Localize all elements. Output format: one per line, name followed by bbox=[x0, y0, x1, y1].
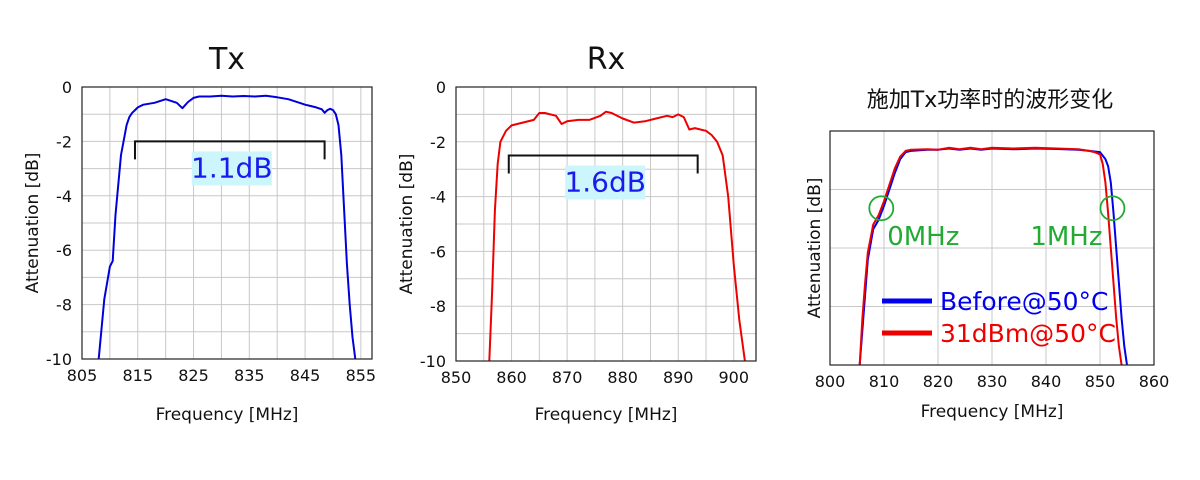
chart-tx-power: 施加Tx功率时的波形变化 0MHz 1MHz Before@50°C 31dBm@50… bbox=[805, 88, 1169, 422]
x-axis-label: Frequency [MHz] bbox=[156, 405, 299, 425]
y-tick-label: 0 bbox=[62, 78, 72, 97]
tick-labels: 850 860 870 880 890 900 0 -2 -4 -6 -8 -10 bbox=[420, 78, 749, 387]
chart-title: Rx bbox=[587, 42, 626, 77]
x-tick-label: 900 bbox=[719, 368, 750, 387]
x-tick-label: 860 bbox=[1139, 372, 1170, 391]
x-tick-label: 800 bbox=[815, 372, 846, 391]
bracket-annotation: 1.6dB bbox=[507, 154, 699, 200]
y-tick-label: -6 bbox=[56, 241, 72, 260]
tick-labels: 800 810 820 830 840 850 860 bbox=[815, 372, 1170, 391]
x-tick-label: 820 bbox=[923, 372, 954, 391]
y-tick-label: -10 bbox=[420, 352, 446, 371]
y-tick-label: -10 bbox=[46, 350, 72, 369]
y-tick-label: 0 bbox=[436, 78, 446, 97]
legend-label: Before@50°C bbox=[940, 287, 1109, 316]
x-tick-label: 805 bbox=[67, 366, 98, 385]
x-tick-label: 860 bbox=[496, 368, 527, 387]
y-tick-label: -4 bbox=[56, 187, 72, 206]
annotation-layer: 0MHz 1MHz Before@50°C 31dBm@50°C bbox=[868, 195, 1126, 348]
tick-labels: 805 815 825 835 845 855 0 -2 -4 -6 -8 -10 bbox=[46, 78, 376, 385]
x-tick-label: 835 bbox=[234, 366, 265, 385]
series-line bbox=[97, 94, 357, 359]
x-tick-label: 890 bbox=[663, 368, 694, 387]
annotation-highlight bbox=[191, 151, 272, 186]
chart-title: 施加Tx功率时的波形变化 bbox=[867, 88, 1113, 113]
bracket-annotation: 1.1dB bbox=[133, 140, 326, 186]
x-axis-label: Frequency [MHz] bbox=[921, 402, 1064, 422]
legend-label: 31dBm@50°C bbox=[940, 319, 1116, 348]
annotation-highlight bbox=[565, 165, 646, 200]
bracket-line bbox=[507, 154, 699, 174]
annotation-label: 1.1dB bbox=[191, 151, 273, 184]
x-tick-label: 845 bbox=[290, 366, 321, 385]
bracket-line bbox=[133, 140, 326, 160]
x-tick-label: 850 bbox=[441, 368, 472, 387]
x-tick-label: 810 bbox=[869, 372, 900, 391]
annotation-layer: 1.6dB bbox=[507, 154, 699, 200]
y-axis-label: Attenuation [dB] bbox=[397, 154, 417, 295]
y-tick-label: -2 bbox=[430, 133, 446, 152]
plot-frame bbox=[81, 86, 373, 360]
y-tick-label: -8 bbox=[430, 297, 446, 316]
x-tick-label: 850 bbox=[1085, 372, 1116, 391]
y-tick-label: -8 bbox=[56, 296, 72, 315]
x-tick-label: 840 bbox=[1031, 372, 1062, 391]
y-tick-label: -4 bbox=[430, 188, 446, 207]
series-layer bbox=[488, 110, 746, 361]
y-tick-label: -2 bbox=[56, 132, 72, 151]
annotation-layer: 1.1dB bbox=[133, 140, 326, 186]
y-axis-label: Attenuation [dB] bbox=[805, 178, 825, 319]
x-tick-label: 870 bbox=[552, 368, 583, 387]
annotation-label: 1.6dB bbox=[564, 166, 646, 199]
x-tick-label: 855 bbox=[346, 366, 377, 385]
chart-tx: Tx 1.1dB 805 815 825 835 845 8550-2-4-6-8-10 … bbox=[23, 42, 376, 425]
chart-title: Tx bbox=[208, 42, 245, 77]
grid bbox=[455, 86, 756, 362]
x-tick-label: 825 bbox=[178, 366, 209, 385]
marker-circle bbox=[1099, 195, 1126, 222]
plot-frame bbox=[829, 130, 1155, 366]
legend: Before@50°C 31dBm@50°C bbox=[882, 287, 1116, 348]
y-tick-label: -6 bbox=[430, 242, 446, 261]
y-axis-label: Attenuation [dB] bbox=[23, 153, 43, 294]
plot-frame bbox=[455, 86, 757, 362]
x-tick-label: 880 bbox=[607, 368, 638, 387]
series-line bbox=[488, 110, 746, 361]
marker-label: 0MHz bbox=[887, 222, 959, 252]
chart-rx: Rx 1.6dB 850 860 870 880 890 9000-2-4-6-8-10 … bbox=[397, 42, 757, 425]
marker-label: 1MHz bbox=[1030, 222, 1102, 252]
x-axis-label: Frequency [MHz] bbox=[535, 405, 678, 425]
series-layer bbox=[97, 94, 357, 359]
x-tick-label: 830 bbox=[977, 372, 1008, 391]
x-tick-label: 815 bbox=[122, 366, 153, 385]
marker-circle bbox=[868, 195, 895, 222]
